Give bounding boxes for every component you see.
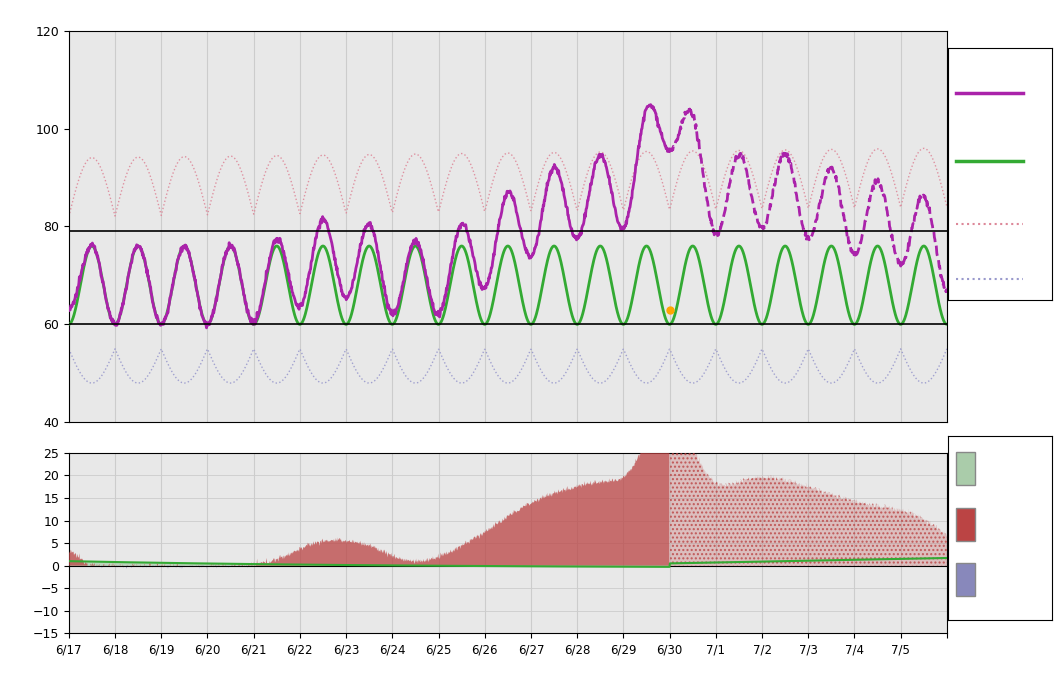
Bar — [956, 507, 974, 541]
Bar — [956, 563, 974, 596]
Bar — [956, 452, 974, 486]
